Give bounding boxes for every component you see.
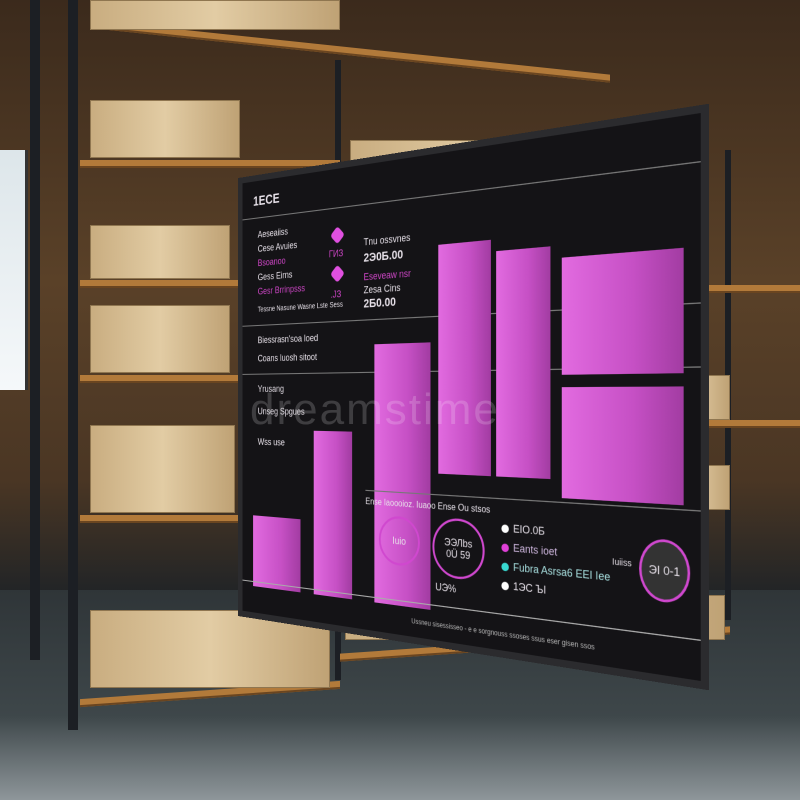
dashboard-title: 1ЕСЕ [253, 189, 280, 209]
metric-label: Tnu ossvnes [363, 231, 411, 248]
panel-footer: Tessne Nasune Wasne Lste Sess [257, 301, 343, 314]
box [90, 0, 340, 30]
shelf [80, 375, 240, 383]
legend-dot [501, 581, 509, 591]
divider [242, 161, 701, 221]
box [90, 225, 230, 279]
shelf-post [30, 0, 40, 660]
metric-label: Zesa Cins [363, 281, 401, 296]
panel-label: Gess Eirns [257, 269, 293, 283]
shelf [650, 420, 800, 428]
shelf [650, 285, 800, 293]
chart-bar [438, 239, 491, 477]
legend-dot [501, 543, 509, 553]
panel-label: Gesr Brrinpsss [257, 282, 306, 297]
chart-bar [561, 247, 684, 375]
shelf [80, 515, 240, 523]
hexagon-icon [330, 264, 345, 283]
gauge-label: ЭI 0-1 [648, 562, 681, 579]
hexagon-icon [330, 226, 345, 245]
chart-bar [561, 386, 684, 506]
panel-label: Cese Avuies [257, 239, 298, 254]
chart-bar [253, 515, 301, 593]
legend-label: EIO.0Б [513, 522, 545, 538]
screen-footer: Ussneu sisessisseo - e e sorgnouss ssose… [411, 618, 595, 653]
legend-label: 1ЭС ЪI [513, 580, 547, 597]
metric-label: Eseveaw nsr [363, 267, 411, 283]
metric-value: 2Б0.00 [363, 295, 396, 311]
chart-bar [313, 430, 353, 600]
section-label: Biessrasn'soa loed [257, 332, 319, 346]
box [90, 305, 230, 373]
shelf [80, 160, 340, 168]
gauge-value: 0Ü 59 [446, 547, 471, 562]
metric-value: ГИЗ [328, 247, 344, 260]
metric-value: .JЗ [330, 288, 342, 300]
legend-dot [501, 524, 509, 534]
gauge-percent: UЭ% [435, 580, 457, 595]
side-label: Iuiiss [612, 558, 632, 569]
gauge-label: Iuio [392, 534, 406, 548]
box [90, 425, 235, 513]
gauge-ring: ЭЭЛbs 0Ü 59 [432, 516, 485, 582]
chart-bar [374, 342, 431, 610]
section-label: Wss use [257, 436, 285, 448]
box [90, 100, 240, 158]
chart-bar [496, 246, 551, 480]
section-label: Coans luosh sitoot [257, 351, 318, 364]
legend-label: Eants ioet [513, 541, 558, 559]
legend-dot [501, 562, 509, 572]
panel-label: Aeseaiiss [257, 226, 289, 240]
legend-label: Fubra Asrsa6 EEI Iee [513, 561, 611, 584]
window [0, 150, 28, 390]
watermark: dreamstime [250, 385, 500, 434]
metric-value: 2Э0Б.00 [363, 248, 404, 266]
panel-label: Bsoanoo [257, 255, 286, 269]
shelf-post [68, 0, 78, 730]
gauge-ring: ЭI 0-1 [639, 537, 691, 606]
shelf [80, 280, 240, 288]
